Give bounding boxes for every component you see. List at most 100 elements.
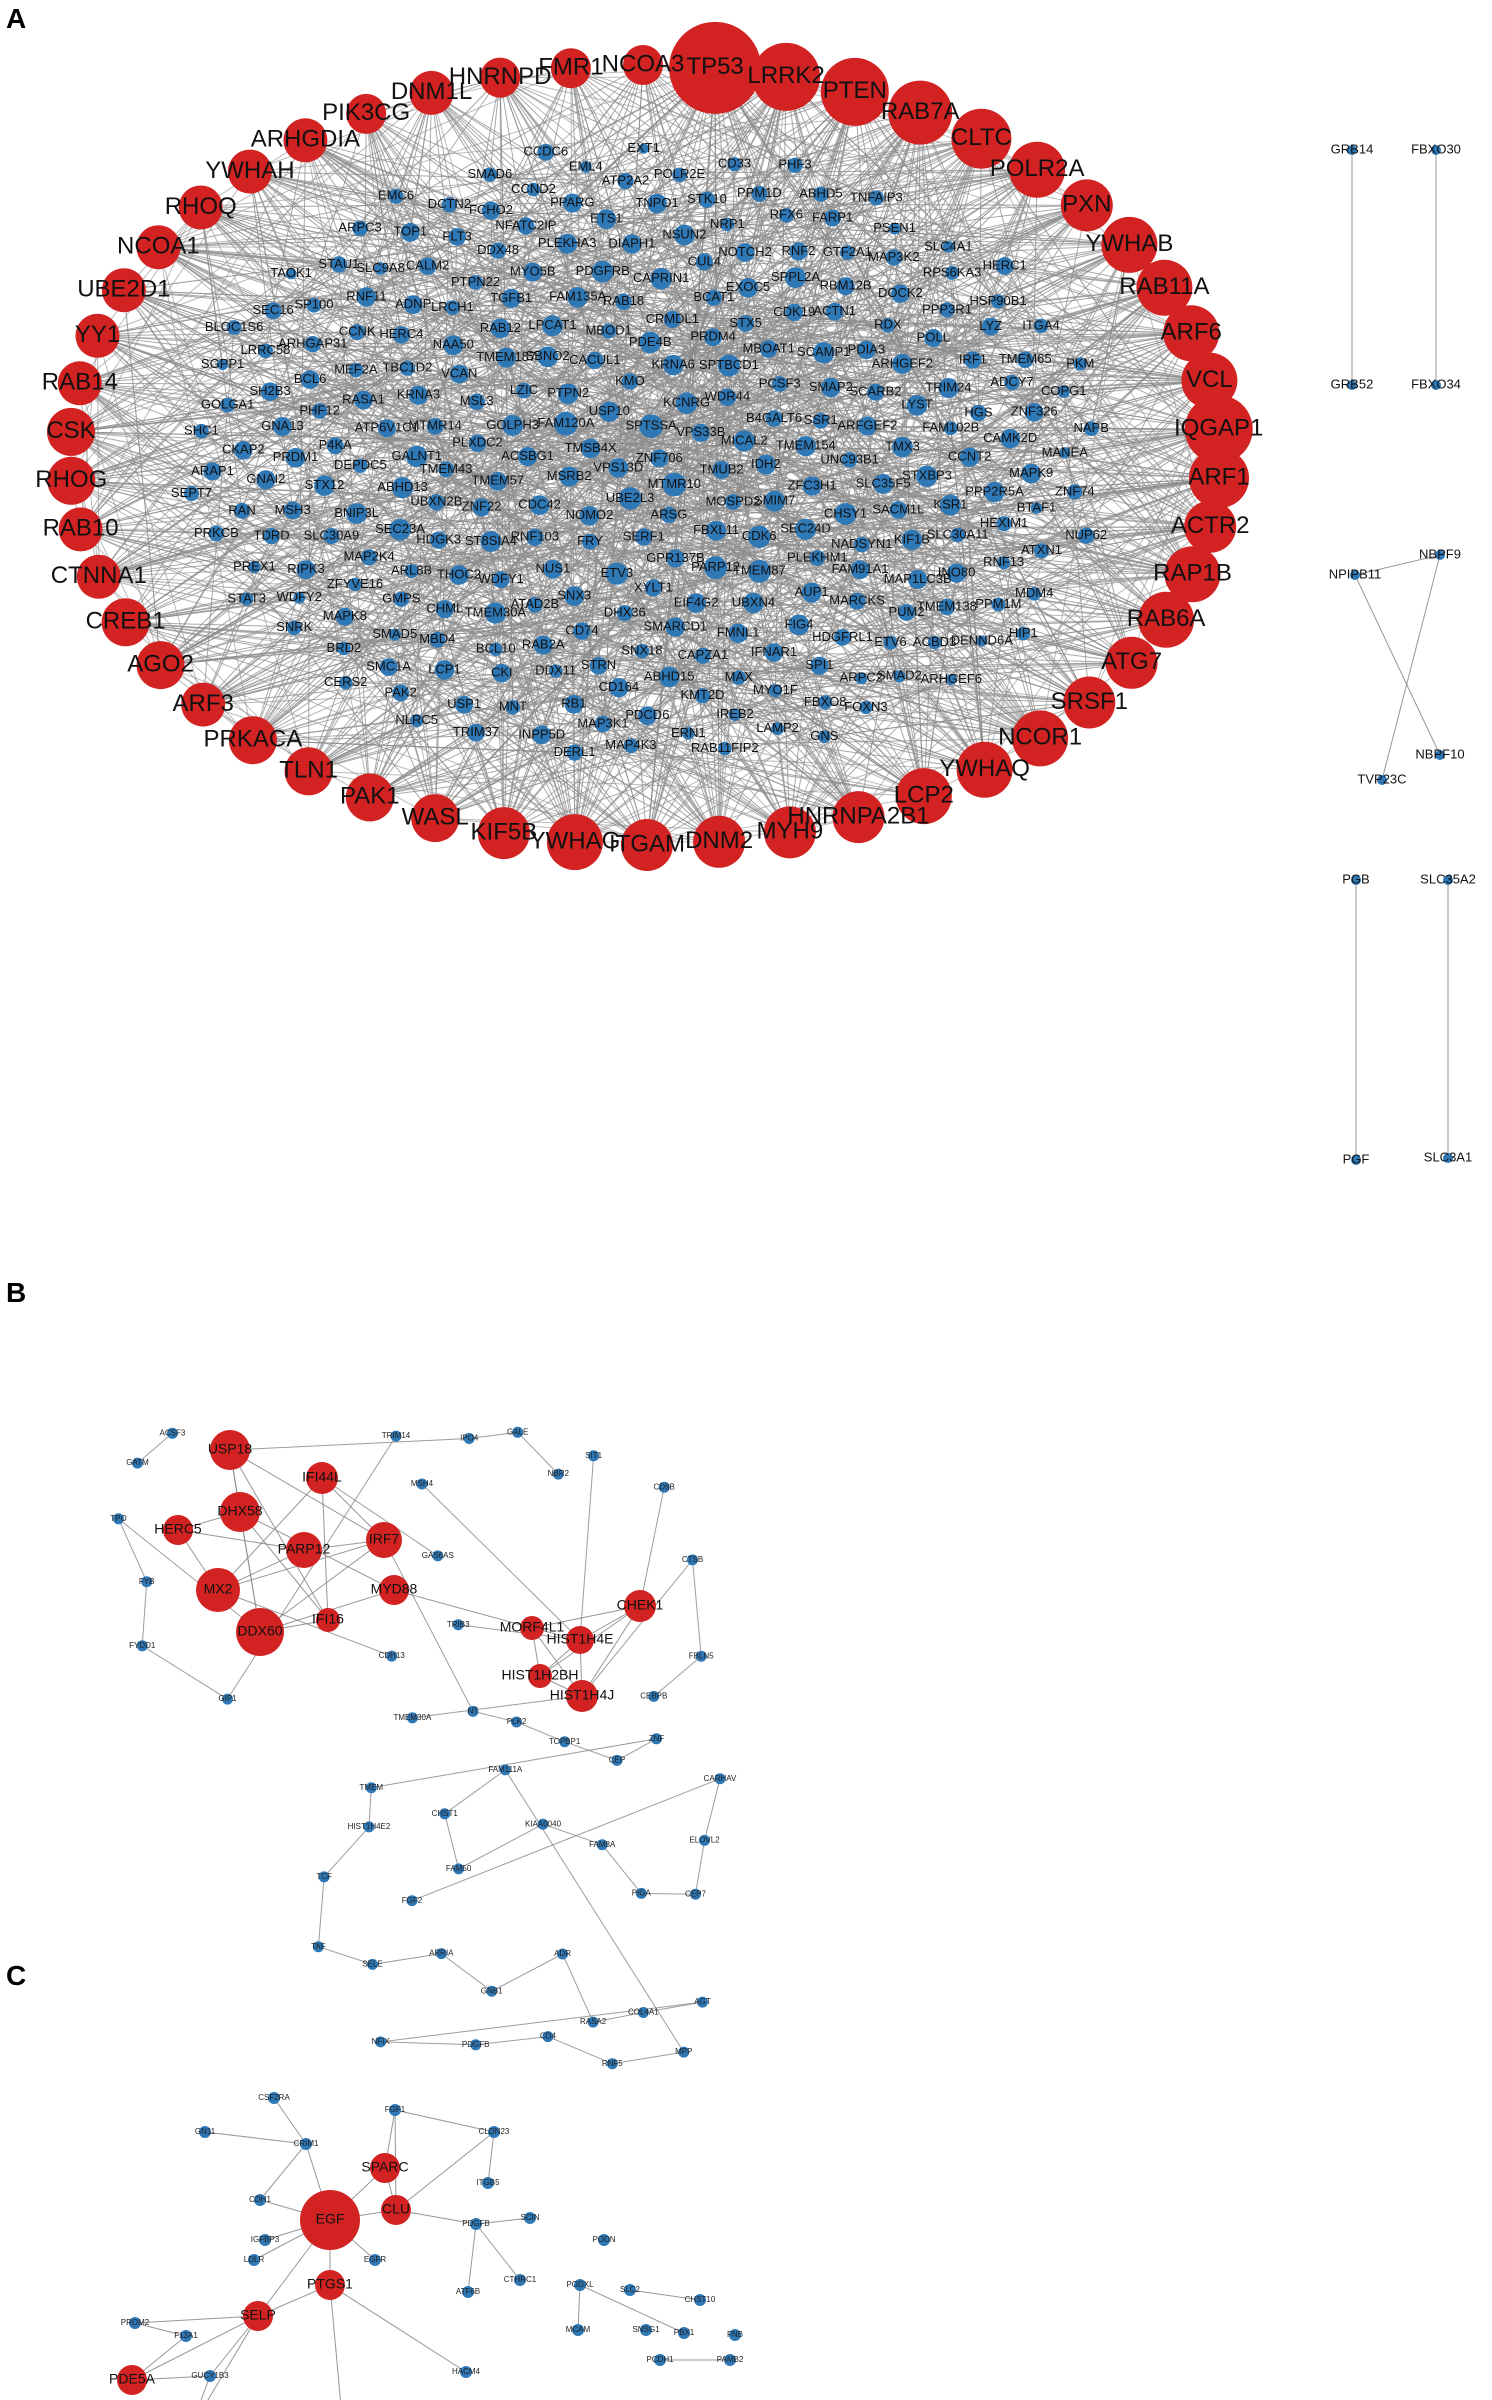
node-a-tmub2 xyxy=(712,460,731,479)
node-label-a-sbno2: SBNO2 xyxy=(526,348,570,363)
node-label-a-nlrc5: NLRC5 xyxy=(395,712,438,727)
node-a-flt3 xyxy=(448,228,466,246)
node-b-fydd1 xyxy=(136,1640,148,1652)
edge-a-hub xyxy=(125,574,460,623)
node-a-rb1 xyxy=(564,694,584,714)
node-a-cers2 xyxy=(338,675,353,690)
node-a-marcks xyxy=(848,592,866,610)
node-a-scamp1 xyxy=(813,342,835,364)
node-label-a-sec16: SEC16 xyxy=(252,302,293,317)
edge-a-inner xyxy=(842,293,901,638)
edge-a-hub xyxy=(499,77,862,679)
node-label-b-tmem30a: TMEM30A xyxy=(394,1713,432,1722)
node-label-a-idh2: IDH2 xyxy=(751,456,781,471)
edge-a-hub xyxy=(80,528,491,542)
edge-a-hub xyxy=(570,67,999,302)
hub-label-rab14: RAB14 xyxy=(42,369,118,396)
node-a-hsp90b1 xyxy=(991,294,1006,309)
node-label-b-sit1: SIT1 xyxy=(585,1451,602,1460)
edge-a-hub xyxy=(80,327,235,530)
hub-label-rap1b: RAP1B xyxy=(1153,560,1232,587)
edge-a-hub xyxy=(957,534,1132,664)
node-c-pamb2 xyxy=(724,2354,736,2366)
node-a-rab12 xyxy=(490,318,511,339)
node-label-a-zfc3h1: ZFC3H1 xyxy=(788,478,837,493)
edge-a-hub xyxy=(926,287,1165,477)
node-a-smc1a xyxy=(379,658,398,676)
node-label-side-nbpf9: NBPF9 xyxy=(1419,546,1461,561)
node-label-a-tmem154: TMEM154 xyxy=(776,438,836,453)
edge-a-hub xyxy=(71,330,609,482)
node-label-a-bcat1: BCAT1 xyxy=(693,289,734,304)
node-a-fbxo8 xyxy=(818,695,833,710)
node-label-a-lzic: LZIC xyxy=(510,382,538,397)
node-label-a-snrk: SNRK xyxy=(276,619,312,634)
node-a-stk10 xyxy=(698,191,716,208)
hub-label-ywhab: YWHAB xyxy=(1085,230,1173,257)
hub-label-csk: CSK xyxy=(46,417,95,444)
node-label-a-mtmr14: MTMR14 xyxy=(408,418,461,433)
node-label-a-top1: TOP1 xyxy=(393,224,427,239)
node-a-slc35f5 xyxy=(873,473,894,494)
node-label-b-carhav: CARHAV xyxy=(704,1774,737,1783)
node-label-a-mnt: MNT xyxy=(499,699,527,714)
node-label-a-ckap2: CKAP2 xyxy=(222,442,265,457)
node-label-a-smad2: SMAD2 xyxy=(877,668,922,683)
node-a-sec23a xyxy=(389,518,411,541)
edge-a-hub xyxy=(866,349,1211,528)
node-label-b-tpo: TPO xyxy=(110,1514,126,1523)
hub-node-rab14 xyxy=(57,361,102,406)
hub-label-b-myd88: MYD88 xyxy=(371,1581,418,1597)
node-a-mical2 xyxy=(733,430,755,452)
node-b-cd4 xyxy=(542,2031,554,2043)
node-label-a-lrrc58: LRRC58 xyxy=(240,342,290,357)
edge-a-hub xyxy=(365,113,670,516)
edge-a-hub xyxy=(369,602,697,798)
node-label-a-lamp2: LAMP2 xyxy=(756,720,799,735)
edge-a-ring xyxy=(125,621,648,846)
node-a-arsg xyxy=(660,506,678,524)
edge-a-hub xyxy=(200,207,388,429)
edge-a-hub xyxy=(431,92,795,313)
node-label-a-fry: FRY xyxy=(577,533,603,548)
node-label-a-cd33: CD33 xyxy=(718,156,751,171)
node-a-lcp1 xyxy=(434,660,455,680)
node-a-tmx3 xyxy=(892,436,913,458)
hub-label-b-hist1h2bh: HIST1H2BH xyxy=(501,1667,578,1683)
node-label-c-pde5a: PDE5A xyxy=(109,2371,156,2387)
edge-a-inner xyxy=(360,387,831,467)
hub-label-iqgap1: IQGAP1 xyxy=(1174,415,1263,442)
edge-a-hub xyxy=(646,633,1024,846)
edge-a-hub xyxy=(785,76,868,427)
node-label-a-stau1: STAU1 xyxy=(318,256,359,271)
edge-b-small xyxy=(542,1823,603,1846)
node-a-ppm1m xyxy=(991,597,1006,612)
edge-a-hub xyxy=(308,411,1035,772)
node-label-b-trib3: TRIB3 xyxy=(447,1620,470,1629)
node-a-lrch1 xyxy=(445,300,460,315)
node-label-c-snsg1: SNSG1 xyxy=(632,2325,660,2334)
node-label-a-tnfaip3: TNFAIP3 xyxy=(850,189,903,204)
node-label-a-sgpp1: SGPP1 xyxy=(201,356,244,371)
edge-a-hub xyxy=(308,272,953,772)
edge-a-inner xyxy=(459,373,995,493)
node-a-adcy7 xyxy=(1004,374,1020,391)
node-b-trim14 xyxy=(390,1430,402,1442)
node-a-xylt1 xyxy=(644,579,663,597)
node-label-a-tmem65: TMEM65 xyxy=(999,351,1052,366)
node-a-diaph1 xyxy=(622,234,642,254)
node-a-sh2b3 xyxy=(260,382,280,402)
edge-a-inner xyxy=(356,331,891,644)
node-label-a-ubxn4: UBXN4 xyxy=(732,594,775,609)
node-a-napb xyxy=(1083,421,1099,437)
node-side-fbxo30 xyxy=(1431,145,1441,155)
edge-a-hub xyxy=(305,139,687,404)
edge-a-ring xyxy=(80,140,306,530)
node-a-fig4 xyxy=(788,614,810,636)
node-a-farp1 xyxy=(824,209,841,227)
hub-node-pten xyxy=(820,57,889,126)
edge-a-hub xyxy=(416,92,432,721)
node-a-plekha3 xyxy=(557,233,578,254)
node-b-msh4 xyxy=(416,1478,428,1490)
